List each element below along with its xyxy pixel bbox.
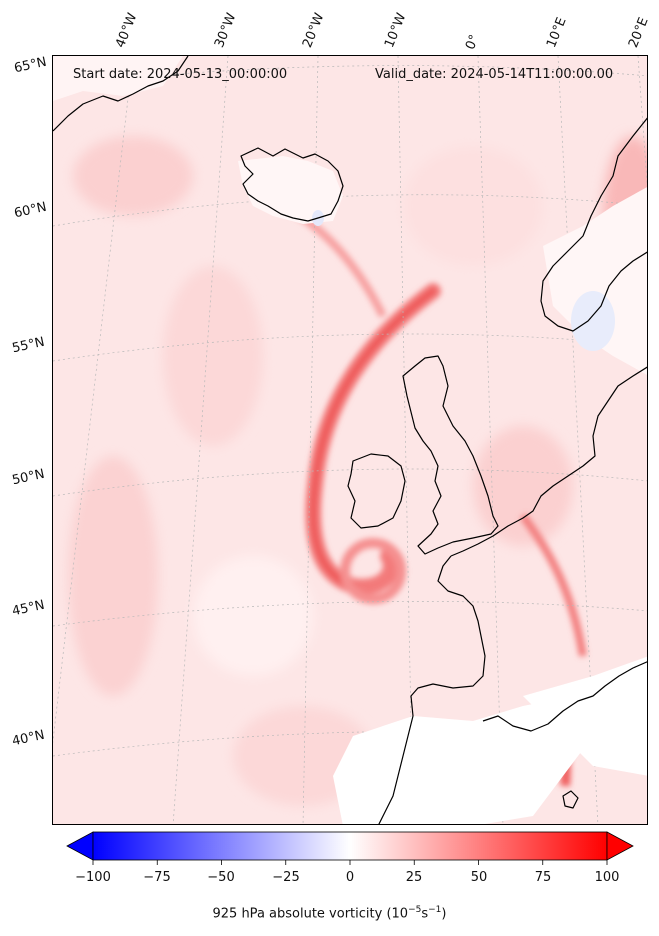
coast-mediterranean [482,661,647,732]
colorbar-extend-min [66,831,94,861]
coast-great-britain [402,355,499,555]
vorticity-patches [68,136,647,806]
map-panel: Start date: 2024-05-13_00:00:00 Valid_da… [52,55,648,825]
cbar-tick-label: −100 [75,870,111,885]
coast-greenland [53,56,189,132]
colorbar-label: 925 hPa absolute vorticity (10−5s−1) [0,905,659,921]
cbar-tick-label: 25 [405,870,423,885]
colorbar-extend-max [606,831,634,861]
cbar-tick-label: −75 [143,870,171,885]
coast-island-south [562,790,579,809]
colorbar-label-sup2: −1 [428,905,442,915]
vorticity-map [53,56,647,824]
graticule [53,56,647,824]
colorbar-label-mid: s [421,906,429,922]
cbar-tick-label: −50 [207,870,235,885]
colorbar-label-text: 925 hPa absolute vorticity (10 [212,906,409,922]
coast-norway [540,117,647,332]
coastlines [53,56,647,824]
land-fields [53,56,647,824]
coast-iceland [240,147,344,222]
valid-date-label: Valid_date: 2024-05-14T11:00:00.00 [375,67,614,82]
cbar-tick-label: 0 [345,870,355,885]
colorbar-ticks [92,860,608,865]
cbar-tick-label: −25 [272,870,300,885]
cbar-tick-label: 75 [534,870,552,885]
cbar-tick-label: 50 [470,870,488,885]
cbar-tick-label: 100 [594,870,620,885]
colorbar-label-sup1: −5 [408,905,422,915]
colorbar-body [92,831,608,861]
coast-ireland [347,453,406,529]
colorbar-label-end: ) [441,906,447,922]
start-date-label: Start date: 2024-05-13_00:00:00 [73,67,288,82]
coast-north-europe [450,366,647,557]
coast-france-iberia [378,555,486,824]
